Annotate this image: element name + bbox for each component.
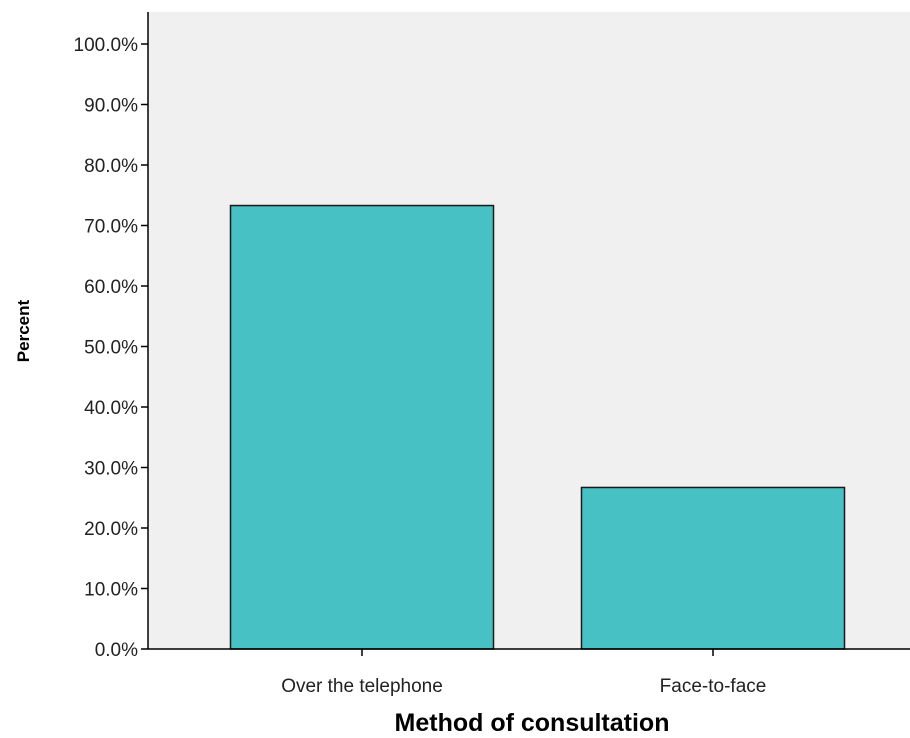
y-tick-label: 100.0% [74,35,139,56]
y-tick-label: 60.0% [84,277,138,298]
bar [580,486,846,650]
bars [229,204,846,650]
y-tick-label: 50.0% [84,338,138,359]
y-tick-label: 80.0% [84,156,138,177]
x-axis: Over the telephone Face-to-face [148,648,910,697]
y-tick-label: 90.0% [84,96,138,117]
x-axis-title: Method of consultation [395,709,670,737]
y-tick-label: 30.0% [84,459,138,480]
x-tick-label: Face-to-face [660,676,767,697]
bar [229,204,495,650]
y-axis-title: Percent [14,299,33,362]
y-tick-label: 0.0% [95,640,138,661]
x-tick-label: Over the telephone [281,676,443,697]
y-tick-label: 40.0% [84,398,138,419]
y-tick-label: 70.0% [84,217,138,238]
y-tick-label: 10.0% [84,580,138,601]
y-axis: 0.0% 10.0% 20.0% 30.0% 40.0% 50.0% 60.0% 70.0% 8… [74,12,149,661]
y-tick-label: 20.0% [84,519,138,540]
